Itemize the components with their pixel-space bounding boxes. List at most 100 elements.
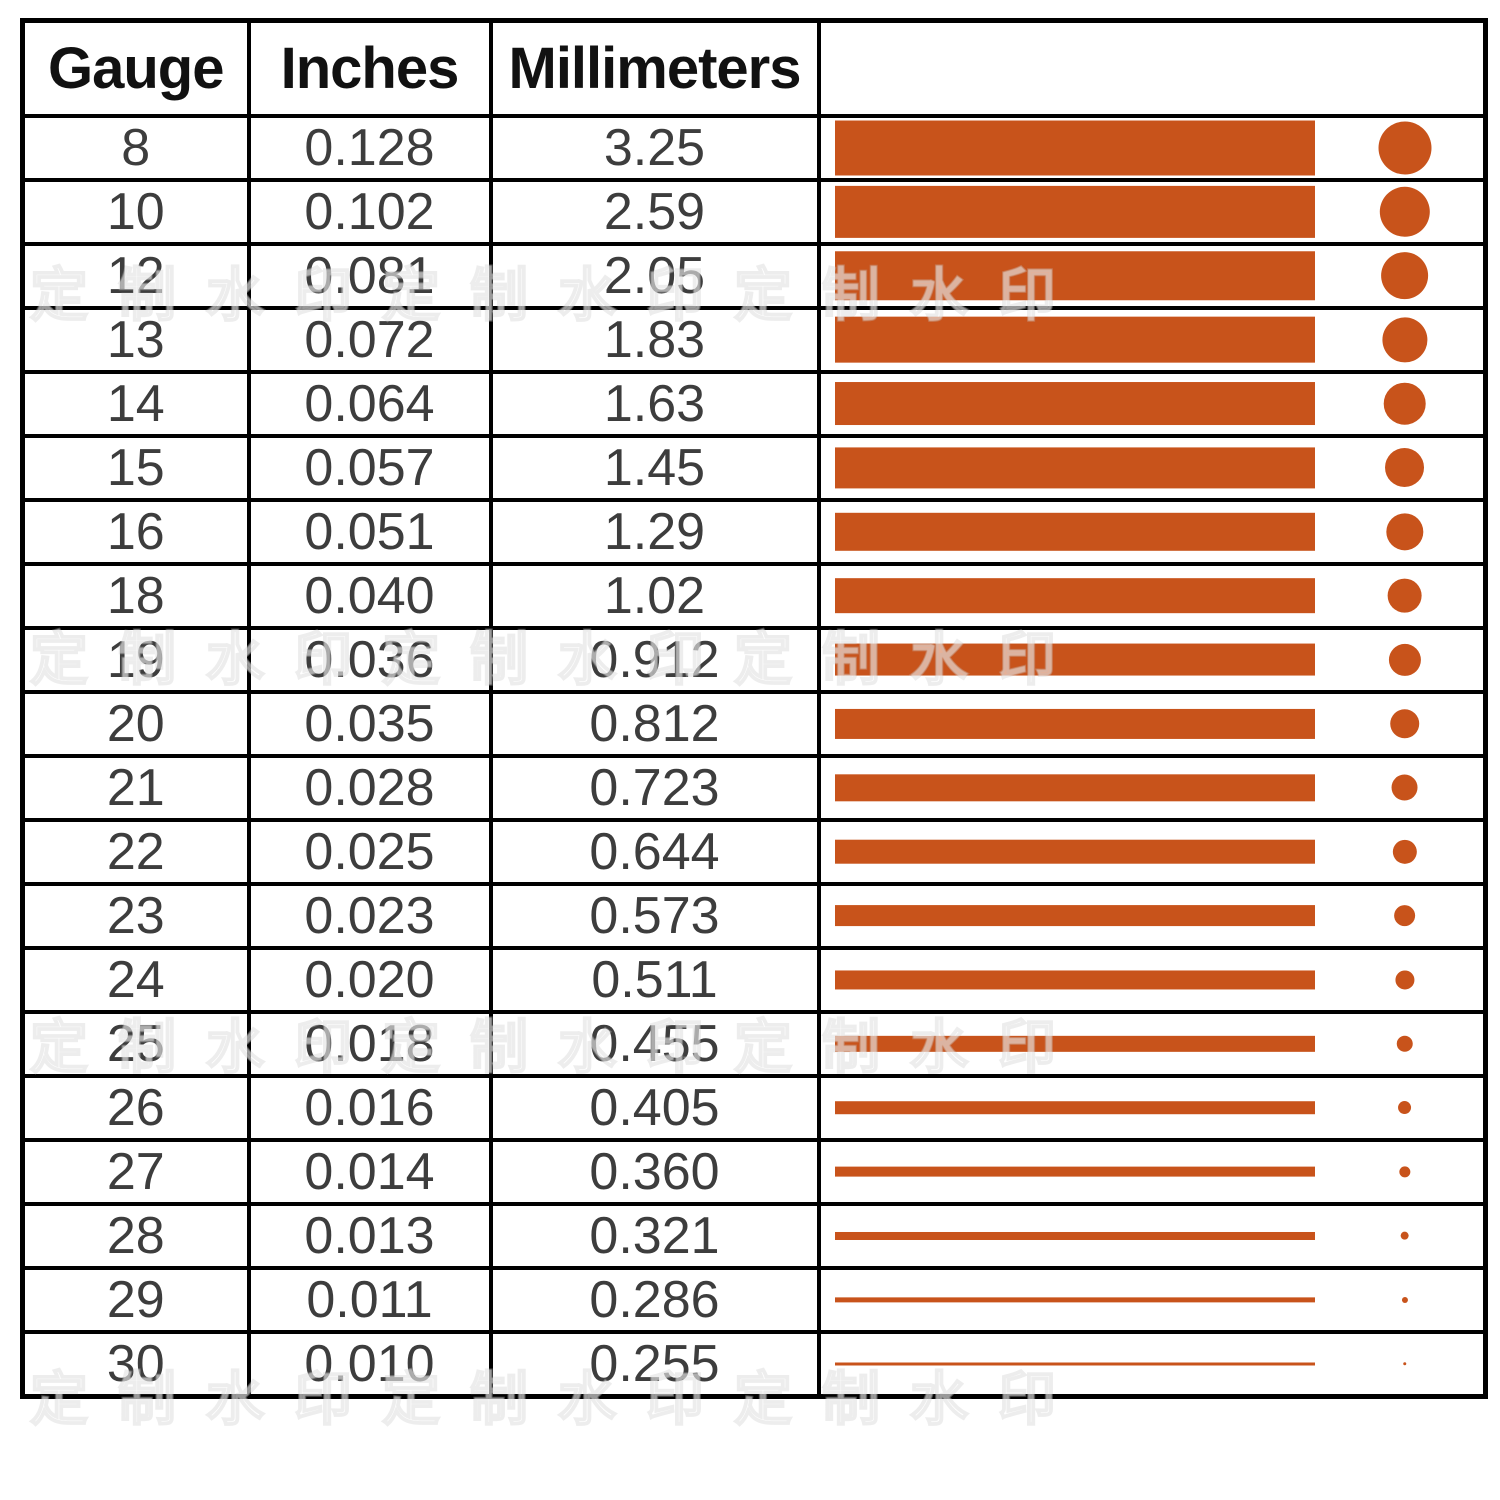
table-row: 10 0.102 2.59 (20, 177, 1488, 246)
wire-size-visual (816, 241, 1488, 310)
millimeters-value: 0.573 (488, 881, 821, 950)
column-header-millimeters: Millimeters (488, 18, 821, 118)
wire-size-visual (816, 817, 1488, 886)
wire-thickness-bar (834, 904, 1315, 927)
millimeters-value: 0.405 (488, 1073, 821, 1142)
wire-cross-section-dot (1379, 186, 1430, 237)
inches-value: 0.014 (246, 1137, 493, 1206)
inches-value: 0.023 (246, 881, 493, 950)
wire-cross-section-dot (1392, 839, 1417, 864)
table-row: 24 0.020 0.511 (20, 945, 1488, 1014)
inches-value: 0.028 (246, 753, 493, 822)
wire-cross-section-dot (1385, 512, 1424, 551)
wire-size-visual (816, 625, 1488, 694)
wire-cross-section-dot (1389, 708, 1420, 739)
table-row: 30 0.010 0.255 (20, 1329, 1488, 1398)
table-row: 22 0.025 0.644 (20, 817, 1488, 886)
wire-size-visual (816, 1201, 1488, 1270)
inches-value: 0.036 (246, 625, 493, 694)
millimeters-value: 1.29 (488, 497, 821, 566)
wire-size-visual (816, 305, 1488, 374)
millimeters-value: 0.255 (488, 1329, 821, 1398)
gauge-value: 20 (20, 689, 251, 758)
table-row: 8 0.128 3.25 (20, 113, 1488, 182)
table-row: 28 0.013 0.321 (20, 1201, 1488, 1270)
table-row: 20 0.035 0.812 (20, 689, 1488, 758)
millimeters-value: 0.286 (488, 1265, 821, 1334)
inches-value: 0.057 (246, 433, 493, 502)
table-row: 14 0.064 1.63 (20, 369, 1488, 438)
wire-cross-section-dot (1401, 1296, 1408, 1303)
table-row: 15 0.057 1.45 (20, 433, 1488, 502)
wire-size-visual (816, 113, 1488, 182)
inches-value: 0.018 (246, 1009, 493, 1078)
wire-thickness-bar (834, 185, 1315, 238)
wire-cross-section-dot (1388, 643, 1421, 676)
gauge-value: 24 (20, 945, 251, 1014)
table-row: 23 0.023 0.573 (20, 881, 1488, 950)
millimeters-value: 1.63 (488, 369, 821, 438)
gauge-value: 12 (20, 241, 251, 310)
wire-size-visual (816, 1329, 1488, 1398)
wire-size-visual (816, 945, 1488, 1014)
inches-value: 0.072 (246, 305, 493, 374)
wire-cross-section-dot (1398, 1165, 1411, 1178)
wire-cross-section-dot (1402, 1361, 1407, 1366)
inches-value: 0.102 (246, 177, 493, 246)
wire-cross-section-dot (1383, 382, 1426, 425)
wire-thickness-bar (834, 316, 1315, 363)
table-row: 25 0.018 0.455 (20, 1009, 1488, 1078)
millimeters-value: 1.83 (488, 305, 821, 374)
wire-cross-section-dot (1391, 774, 1418, 801)
gauge-value: 28 (20, 1201, 251, 1270)
inches-value: 0.040 (246, 561, 493, 630)
wire-cross-section-dot (1387, 578, 1422, 613)
wire-cross-section-dot (1381, 316, 1428, 363)
table-row: 29 0.011 0.286 (20, 1265, 1488, 1334)
inches-value: 0.051 (246, 497, 493, 566)
gauge-value: 8 (20, 113, 251, 182)
wire-cross-section-dot (1396, 1035, 1413, 1052)
inches-value: 0.010 (246, 1329, 493, 1398)
wire-thickness-bar (834, 1100, 1315, 1115)
wire-size-visual (816, 561, 1488, 630)
gauge-value: 15 (20, 433, 251, 502)
wire-cross-section-dot (1394, 969, 1415, 990)
wire-thickness-bar (834, 250, 1315, 301)
gauge-value: 13 (20, 305, 251, 374)
wire-thickness-bar (834, 643, 1315, 676)
wire-thickness-bar (834, 381, 1315, 426)
header-row: Gauge Inches Millimeters (20, 18, 1488, 118)
wire-size-visual (816, 753, 1488, 822)
gauge-value: 18 (20, 561, 251, 630)
inches-value: 0.064 (246, 369, 493, 438)
table-row: 19 0.036 0.912 (20, 625, 1488, 694)
wire-thickness-bar (834, 1231, 1315, 1240)
wire-thickness-bar (834, 1296, 1315, 1303)
wire-size-visual (816, 1265, 1488, 1334)
table-row: 18 0.040 1.02 (20, 561, 1488, 630)
wire-size-visual (816, 1073, 1488, 1142)
wire-thickness-bar (834, 708, 1315, 739)
wire-size-visual (816, 369, 1488, 438)
wire-thickness-bar (834, 446, 1315, 489)
wire-thickness-bar (834, 1166, 1315, 1177)
millimeters-value: 0.723 (488, 753, 821, 822)
wire-thickness-bar (834, 512, 1315, 551)
wire-thickness-bar (834, 1362, 1315, 1365)
column-header-inches: Inches (246, 18, 493, 118)
gauge-value: 14 (20, 369, 251, 438)
table-row: 13 0.072 1.83 (20, 305, 1488, 374)
wire-cross-section-dot (1397, 1100, 1412, 1115)
table-row: 12 0.081 2.05 (20, 241, 1488, 310)
wire-cross-section-dot (1378, 121, 1431, 174)
table-row: 27 0.014 0.360 (20, 1137, 1488, 1206)
wire-cross-section-dot (1393, 904, 1416, 927)
wire-thickness-bar (834, 577, 1315, 614)
gauge-value: 21 (20, 753, 251, 822)
wire-size-visual (816, 1137, 1488, 1206)
millimeters-value: 3.25 (488, 113, 821, 182)
millimeters-value: 0.644 (488, 817, 821, 886)
gauge-value: 30 (20, 1329, 251, 1398)
